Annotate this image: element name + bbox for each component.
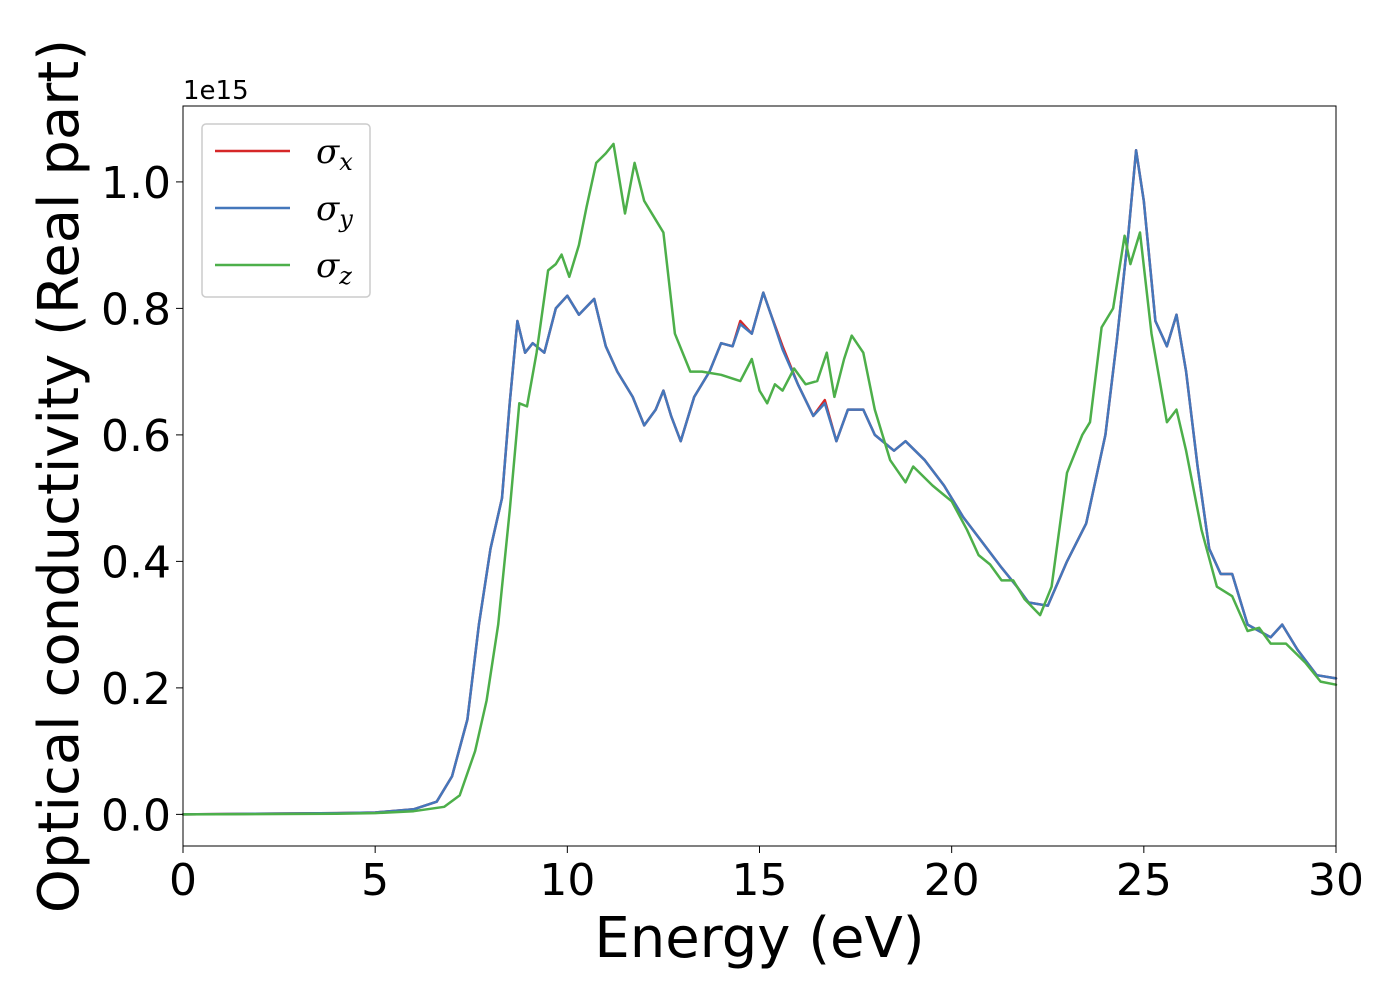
plot-area-background (183, 106, 1336, 846)
legend-symbol: σ (316, 189, 340, 229)
legend-subscript: z (338, 262, 352, 290)
x-tick-label: 10 (539, 855, 595, 906)
y-axis-title: Optical conductivity (Real part) (27, 39, 92, 913)
y-tick-label: 1.0 (101, 158, 171, 209)
x-axis-ticks: 0 5 10 15 20 25 30 (169, 846, 1364, 906)
x-tick-label: 15 (732, 855, 788, 906)
y-tick-label: 0.8 (101, 284, 171, 335)
legend-subscript: x (339, 148, 353, 176)
series-line-y (181, 149, 1338, 816)
legend-symbol: σ (316, 246, 340, 286)
x-tick-label: 30 (1308, 855, 1364, 906)
legend-subscript: y (338, 205, 353, 233)
legend-frame (201, 123, 371, 298)
y-tick-label: 0.0 (101, 790, 171, 841)
x-tick-label: 25 (1116, 855, 1172, 906)
y-tick-label: 0.6 (101, 411, 171, 462)
y-tick-label: 0.4 (101, 537, 171, 588)
series-line-z (181, 142, 1338, 816)
legend-label-y: σy (316, 189, 353, 233)
y-offset-label: 1e15 (183, 76, 249, 106)
legend-symbol: σ (316, 132, 340, 172)
x-tick-label: 20 (924, 855, 980, 906)
x-tick-label: 5 (361, 855, 389, 906)
y-axis-ticks: 0.0 0.2 0.4 0.6 0.8 1.0 (101, 158, 183, 841)
x-tick-label: 0 (169, 855, 197, 906)
legend-label-z: σz (316, 246, 352, 290)
y-tick-label: 0.2 (101, 664, 171, 715)
legend-label-x: σx (316, 132, 353, 176)
x-axis-title: Energy (eV) (594, 906, 924, 971)
series-layer (181, 142, 1338, 816)
